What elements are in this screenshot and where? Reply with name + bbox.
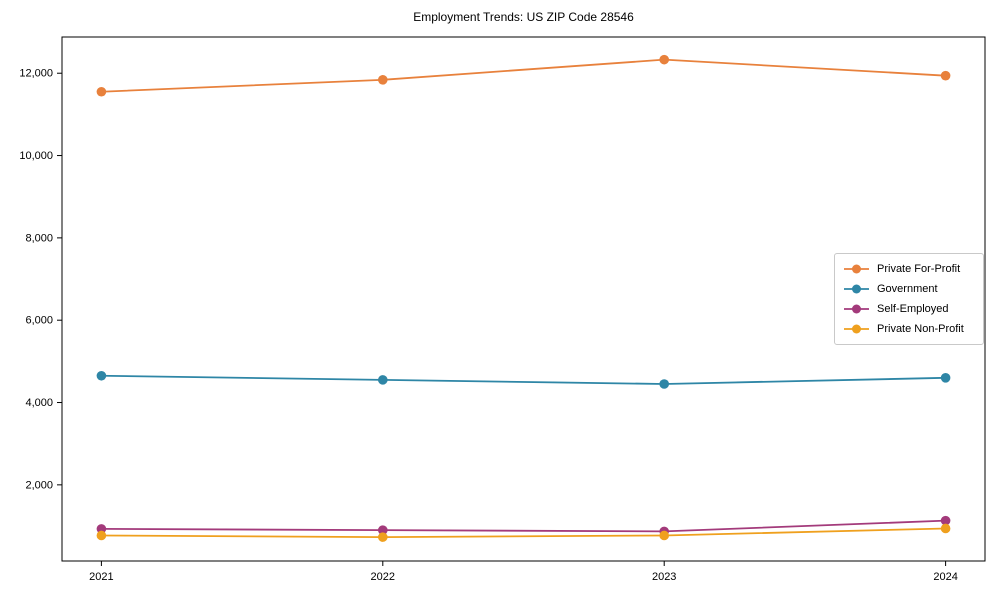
data-point-self-employed-2022: [377, 525, 388, 535]
legend-item-government: Government: [843, 283, 975, 295]
legend-item-private-for-profit: Private For-Profit: [843, 263, 975, 275]
x-tick-label: 2024: [933, 571, 957, 583]
legend-label: Government: [877, 283, 938, 295]
data-point-private-non-profit-2022: [377, 532, 388, 542]
plot-border: [61, 36, 986, 562]
data-point-self-employed-2024: [940, 515, 951, 526]
data-point-private-for-profit-2022: [377, 75, 388, 85]
y-tick-label: 10,000: [19, 150, 53, 162]
legend-item-self-employed: Self-Employed: [843, 303, 975, 315]
y-tick-label: 2,000: [25, 479, 53, 491]
legend-marker-government: [844, 284, 869, 294]
series-line-private-non-profit: [101, 527, 946, 539]
legend-dot: [852, 324, 861, 334]
legend-marker-private-non-profit: [844, 324, 869, 334]
legend-marker-private-for-profit: [844, 264, 869, 274]
data-point-government-2023: [659, 379, 670, 389]
legend-dot: [852, 284, 861, 294]
data-point-self-employed-2021: [96, 524, 107, 534]
data-point-private-for-profit-2023: [659, 54, 670, 65]
legend-marker-self-employed: [844, 304, 869, 314]
legend-dot: [852, 264, 861, 274]
legend-item-private-non-profit: Private Non-Profit: [843, 323, 975, 335]
series-line-government: [101, 374, 946, 385]
y-tick-label: 6,000: [25, 315, 53, 327]
data-point-government-2024: [940, 373, 951, 383]
x-tick-label: 2023: [652, 571, 676, 583]
data-point-private-non-profit-2024: [940, 523, 951, 534]
data-point-private-for-profit-2024: [940, 70, 951, 81]
series-line-self-employed: [101, 519, 946, 533]
data-point-government-2021: [96, 370, 107, 381]
legend-label: Private For-Profit: [877, 263, 961, 275]
y-tick-label: 4,000: [25, 397, 53, 409]
data-point-private-non-profit-2021: [96, 530, 107, 541]
chart-title: Employment Trends: US ZIP Code 28546: [413, 10, 634, 24]
legend: Private For-Profit Government Self-Employe…: [834, 253, 984, 345]
data-point-private-non-profit-2023: [659, 530, 670, 541]
series-line-private-for-profit: [101, 58, 946, 93]
x-tick-label: 2021: [89, 571, 113, 583]
data-point-government-2022: [377, 375, 388, 385]
x-tick-label: 2022: [371, 571, 395, 583]
legend-dot: [852, 304, 861, 314]
legend-label: Private Non-Profit: [877, 323, 964, 335]
y-tick-label: 8,000: [25, 232, 53, 244]
data-point-private-for-profit-2021: [96, 86, 107, 97]
y-tick-label: 12,000: [19, 68, 53, 80]
legend-label: Self-Employed: [877, 303, 949, 315]
